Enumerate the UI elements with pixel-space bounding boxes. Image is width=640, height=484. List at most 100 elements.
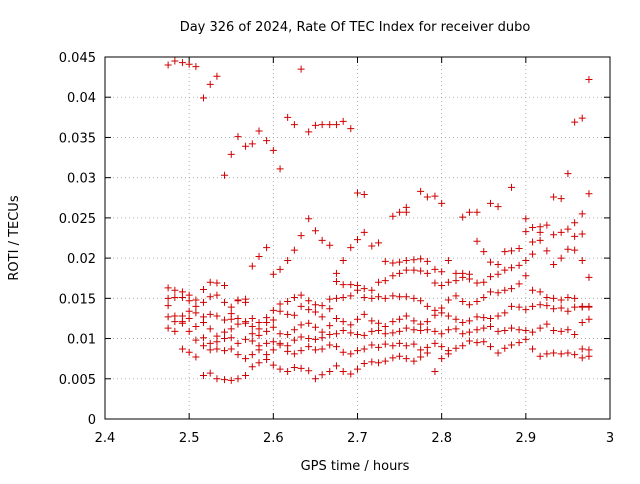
data-point — [578, 210, 586, 218]
data-point — [192, 63, 200, 71]
data-point — [305, 215, 313, 223]
data-point — [585, 346, 593, 354]
data-point — [529, 345, 537, 353]
data-point — [311, 346, 319, 354]
data-point — [389, 259, 397, 267]
data-point — [375, 319, 383, 327]
data-point — [326, 121, 334, 129]
data-point — [318, 371, 326, 379]
data-point — [473, 208, 481, 216]
data-point — [381, 322, 389, 330]
data-point — [227, 303, 235, 311]
data-point — [305, 306, 313, 314]
data-point — [585, 315, 593, 323]
data-point — [213, 312, 221, 320]
data-point — [536, 324, 544, 332]
data-point — [515, 261, 523, 269]
data-point — [557, 304, 565, 312]
x-axis: 2.4 2.5 2.6 2.7 2.8 2.9 3 — [95, 57, 614, 446]
data-point — [305, 367, 313, 375]
data-point — [290, 294, 298, 302]
data-point — [360, 285, 368, 293]
x-tick-label: 3 — [606, 431, 614, 446]
data-point — [269, 361, 277, 369]
data-point — [571, 303, 579, 311]
data-point — [269, 338, 277, 346]
data-point — [578, 354, 586, 362]
data-point — [423, 269, 431, 277]
data-point — [360, 359, 368, 367]
data-point — [529, 250, 537, 258]
data-point — [206, 80, 214, 88]
data-point — [410, 317, 418, 325]
data-point — [396, 208, 404, 216]
data-point — [515, 280, 523, 288]
data-point — [536, 288, 544, 296]
data-point — [431, 265, 439, 273]
data-point — [396, 293, 404, 301]
data-point — [284, 113, 292, 121]
data-point — [326, 295, 334, 303]
data-point — [557, 327, 565, 335]
data-point — [311, 227, 319, 235]
data-point — [248, 322, 256, 330]
data-point — [486, 258, 494, 266]
data-point — [284, 368, 292, 376]
data-point — [494, 203, 502, 211]
data-point — [276, 165, 284, 173]
data-point — [263, 327, 271, 335]
x-tick-label: 2.7 — [347, 431, 368, 446]
data-point — [339, 294, 347, 302]
data-point — [486, 343, 494, 351]
data-point — [297, 321, 305, 329]
data-point — [486, 199, 494, 207]
data-point — [564, 307, 572, 315]
data-point — [347, 281, 355, 289]
data-point — [178, 345, 186, 353]
data-point — [276, 341, 284, 349]
data-point — [339, 257, 347, 265]
data-point — [557, 350, 565, 358]
data-point — [192, 309, 200, 317]
data-point — [354, 189, 361, 197]
data-point — [305, 297, 313, 305]
data-point — [480, 314, 488, 322]
data-point — [221, 347, 229, 355]
data-point — [465, 337, 473, 345]
data-point — [213, 345, 221, 353]
data-point — [164, 324, 172, 332]
data-point — [311, 121, 319, 129]
data-point — [557, 195, 565, 203]
data-point — [536, 301, 544, 309]
data-point — [423, 349, 431, 357]
data-point — [557, 296, 565, 304]
data-point — [557, 228, 565, 236]
data-point — [438, 330, 446, 338]
data-point — [276, 330, 284, 338]
data-point — [459, 273, 467, 281]
data-point — [571, 118, 579, 126]
data-point — [185, 348, 193, 356]
data-point — [444, 312, 452, 320]
data-point — [248, 262, 256, 270]
data-point — [452, 269, 460, 277]
data-point — [585, 76, 593, 84]
data-point — [248, 363, 256, 371]
data-point — [389, 272, 397, 280]
data-point — [339, 368, 347, 376]
data-point — [221, 335, 229, 343]
data-point — [459, 213, 467, 221]
data-point — [473, 326, 481, 334]
data-point — [276, 300, 284, 308]
data-point — [290, 246, 298, 254]
data-point — [248, 337, 256, 345]
data-point — [529, 286, 537, 294]
data-point — [297, 232, 305, 240]
data-point — [332, 294, 340, 302]
data-point — [571, 331, 579, 339]
data-point — [234, 351, 242, 359]
data-point — [206, 325, 214, 333]
data-point — [164, 284, 172, 292]
data-point — [354, 365, 361, 373]
data-point — [206, 369, 214, 377]
